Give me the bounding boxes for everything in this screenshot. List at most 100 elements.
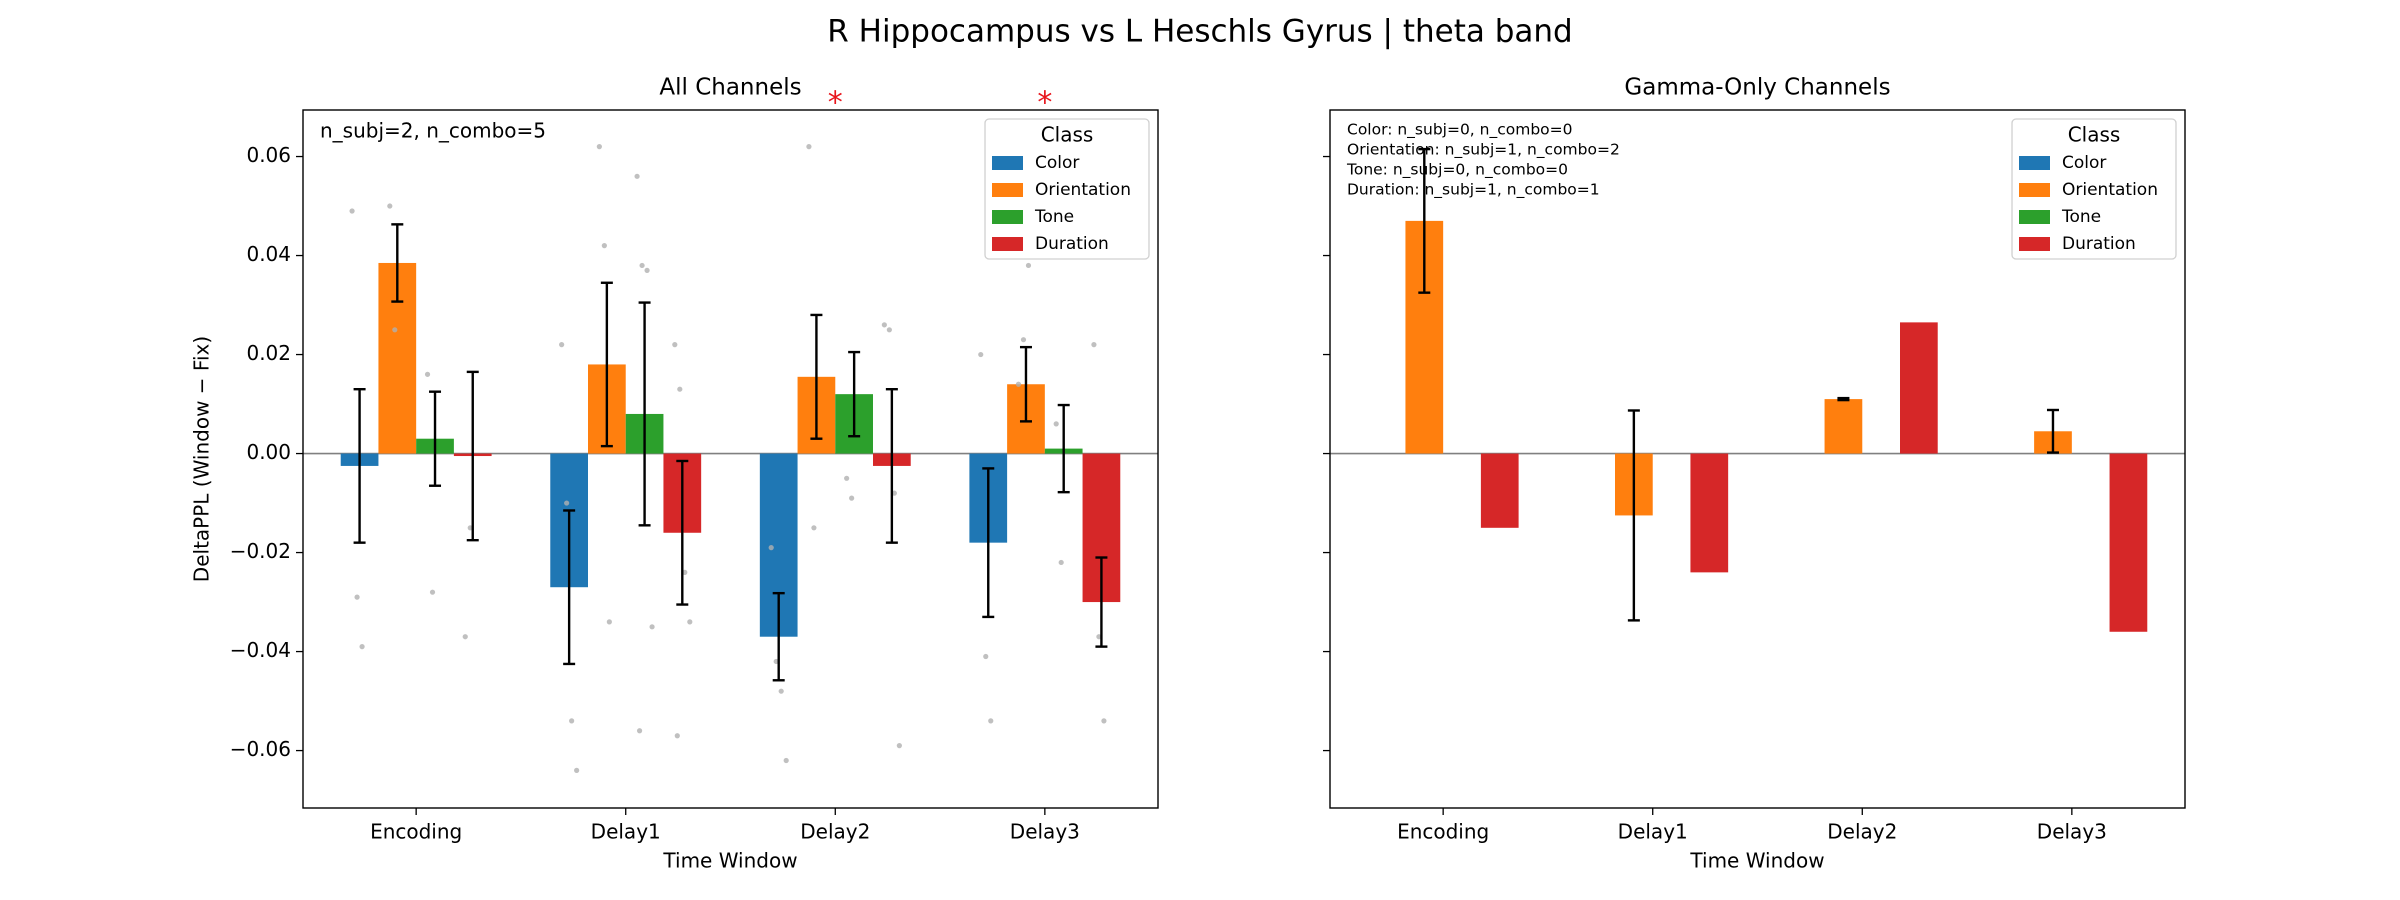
data-point [1015, 381, 1022, 387]
data-point [978, 351, 984, 358]
data-point [559, 342, 565, 348]
y-tick-label: −0.02 [230, 539, 291, 563]
data-point [649, 624, 655, 630]
data-point [1101, 718, 1107, 724]
y-tick-label: −0.06 [230, 737, 291, 761]
data-point [849, 495, 855, 501]
error-bar [1095, 556, 1108, 648]
error-bar [466, 370, 479, 542]
legend-label: Tone [2061, 207, 2101, 227]
legend-label: Orientation [1035, 180, 1131, 200]
data-point [424, 371, 431, 377]
legend-swatch [2019, 210, 2050, 224]
axes-frame [302, 109, 1159, 809]
error-bar [429, 390, 442, 487]
data-point [636, 728, 643, 734]
data-point [392, 327, 398, 333]
error-bar [1837, 396, 1850, 402]
data-point [564, 500, 570, 506]
annotation: Orientation: n_subj=1, n_combo=2 [1347, 141, 1620, 160]
data-point [988, 718, 994, 724]
annotation: n_subj=2, n_combo=5 [320, 119, 546, 143]
error-bar [638, 301, 651, 527]
error-bar [1057, 403, 1070, 494]
error-bar [885, 388, 898, 544]
x-tick-label: Encoding [370, 820, 462, 844]
data-point [677, 386, 683, 392]
data-point [569, 718, 575, 724]
data-point [354, 594, 360, 600]
x-axis-label: Time Window [1689, 849, 1824, 873]
data-point [462, 634, 468, 640]
error-bar [1418, 147, 1431, 294]
legend: Class Color Orientation Tone Duration [984, 118, 1150, 260]
legend-title: Class [1041, 123, 1094, 147]
bar [1690, 453, 1729, 573]
data-point [349, 208, 355, 214]
legend-label: Orientation [2062, 180, 2158, 200]
error-bar [772, 591, 785, 682]
legend-label: Duration [2062, 234, 2136, 254]
error-bar [563, 509, 576, 666]
axes-title: All Channels [659, 75, 801, 101]
annotation: Duration: n_subj=1, n_combo=1 [1347, 181, 1600, 200]
x-tick-label: Delay2 [800, 820, 870, 844]
legend-swatch [992, 183, 1023, 197]
legend-swatch [2019, 237, 2050, 251]
data-point [359, 644, 365, 650]
error-bar [2046, 408, 2059, 454]
legend-swatch [2019, 183, 2050, 197]
legend-label: Duration [1035, 234, 1109, 254]
legend: Class Color Orientation Tone Duration [2011, 118, 2177, 260]
x-tick-label: Delay1 [591, 820, 661, 844]
data-point [687, 619, 693, 625]
data-point [672, 342, 678, 348]
legend-label: Color [2062, 153, 2106, 173]
legend-swatch [992, 210, 1023, 224]
bar [1824, 399, 1863, 454]
error-bar [810, 313, 823, 440]
x-axis-label: Time Window [662, 849, 797, 873]
data-point [768, 545, 774, 551]
data-point [896, 743, 902, 749]
data-point [387, 203, 393, 209]
x-tick-label: Delay3 [1010, 820, 1080, 844]
x-tick-label: Delay1 [1618, 820, 1688, 844]
data-point [606, 619, 612, 625]
data-point [806, 144, 812, 150]
legend-box [2011, 118, 2177, 260]
data-point [886, 327, 892, 333]
data-point [1091, 342, 1097, 348]
error-bar [982, 467, 995, 619]
y-tick-label: 0.00 [246, 440, 291, 464]
annotation: Tone: n_subj=0, n_combo=0 [1346, 161, 1568, 180]
data-point [983, 653, 989, 660]
data-point [639, 262, 645, 269]
data-point [574, 767, 580, 773]
y-tick-label: 0.06 [246, 143, 291, 167]
significance-marker: * [828, 86, 843, 121]
error-bar [1627, 409, 1640, 622]
data-point [634, 173, 640, 179]
axes-title: Gamma-Only Channels [1624, 75, 1890, 101]
data-point [1053, 421, 1059, 427]
x-tick-label: Encoding [1397, 820, 1489, 844]
data-point [644, 267, 650, 273]
data-point [1025, 262, 1032, 269]
legend-box [984, 118, 1150, 260]
legend-swatch [992, 156, 1023, 170]
error-bar [1019, 345, 1032, 423]
bar [2109, 453, 2148, 632]
bar [1480, 453, 1519, 528]
y-tick-label: 0.04 [246, 242, 291, 266]
x-tick-label: Delay3 [2037, 820, 2107, 844]
error-bar [600, 281, 613, 448]
bar [1900, 322, 1938, 454]
data-point [1058, 559, 1064, 566]
error-bar [353, 388, 366, 544]
legend-swatch [2019, 156, 2050, 170]
legend-label: Tone [1034, 207, 1074, 227]
error-bar [676, 459, 689, 606]
y-tick-label: −0.04 [230, 638, 291, 662]
